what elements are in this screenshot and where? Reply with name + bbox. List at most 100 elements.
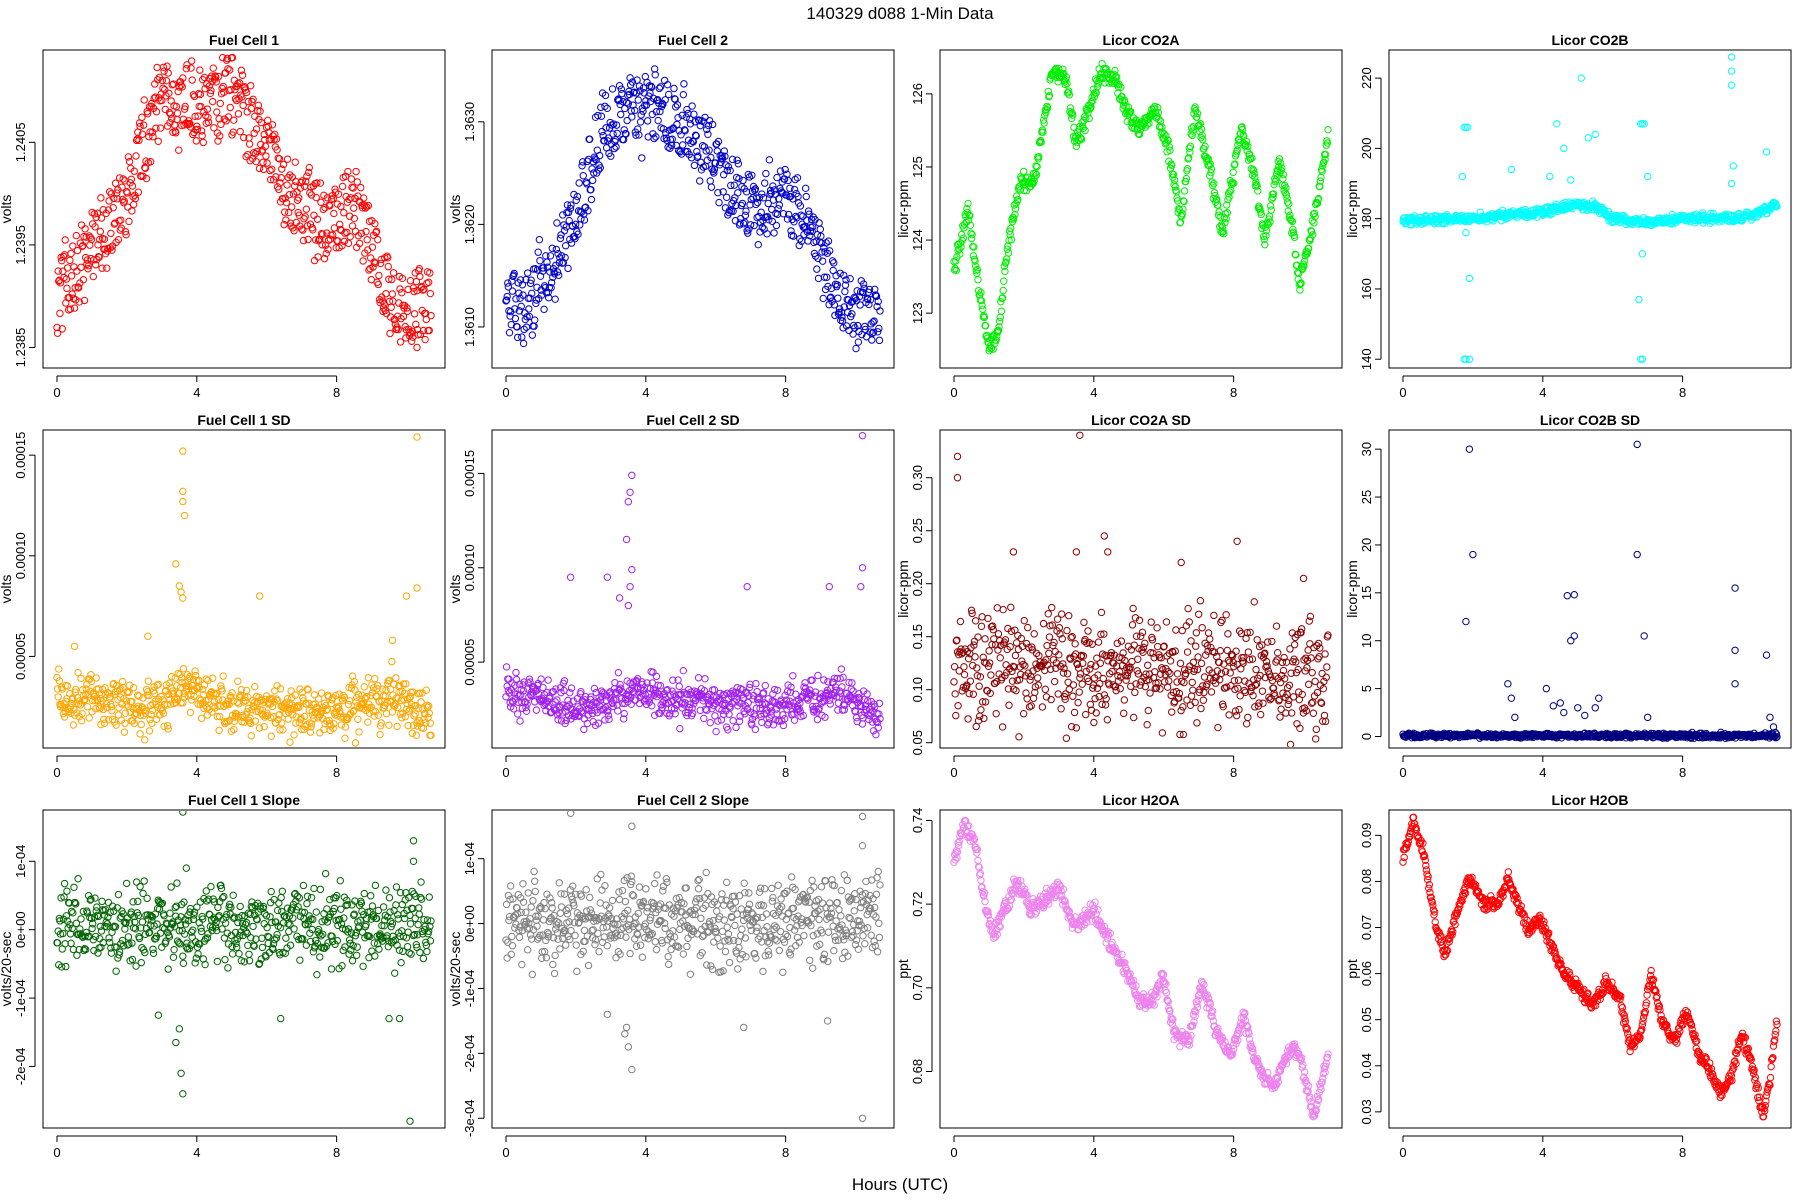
data-point — [799, 711, 808, 720]
data-point — [1021, 662, 1029, 670]
data-point — [969, 661, 977, 670]
data-point — [551, 295, 559, 303]
data-point — [635, 131, 643, 139]
data-point — [69, 721, 78, 729]
data-point — [952, 266, 961, 275]
data-point — [581, 696, 589, 704]
data-point — [92, 674, 100, 682]
y-tick-label: 123 — [910, 302, 925, 324]
data-point — [1306, 234, 1315, 243]
data-point — [726, 166, 734, 175]
data-point — [792, 690, 800, 698]
data-point — [1031, 688, 1039, 697]
data-point — [624, 601, 633, 610]
y-tick-label: 0.15 — [910, 624, 925, 649]
data-point — [830, 301, 839, 309]
data-point — [1076, 431, 1084, 439]
data-point — [376, 730, 384, 739]
data-point — [59, 252, 68, 261]
data-point — [840, 303, 848, 311]
data-point — [189, 675, 198, 684]
data-point — [238, 71, 247, 79]
y-tick-label: 25 — [1359, 490, 1374, 504]
data-point — [1168, 708, 1176, 716]
data-point — [1185, 144, 1193, 152]
data-point — [636, 118, 645, 126]
data-point — [128, 697, 136, 706]
data-point — [1096, 659, 1105, 667]
data-point — [956, 250, 964, 258]
data-point — [208, 97, 217, 106]
data-point — [863, 690, 871, 698]
data-point — [866, 295, 875, 304]
data-point — [179, 594, 187, 602]
data-point — [204, 113, 212, 122]
y-tick-label: 125 — [910, 156, 925, 178]
plot-frame — [42, 429, 446, 749]
data-point — [284, 715, 292, 723]
data-point — [769, 690, 777, 698]
data-point — [1084, 677, 1093, 686]
data-point — [266, 166, 274, 175]
data-point — [828, 257, 837, 265]
data-point — [1241, 688, 1250, 696]
data-point — [381, 306, 390, 315]
data-point — [1024, 623, 1032, 632]
data-point — [1269, 193, 1277, 202]
data-point — [1215, 658, 1223, 667]
data-point — [820, 273, 829, 281]
data-point — [151, 689, 159, 698]
data-point — [650, 134, 658, 143]
data-point — [609, 696, 618, 704]
data-point — [818, 248, 826, 256]
data-point — [971, 617, 980, 625]
data-point — [999, 605, 1007, 614]
data-point — [653, 692, 661, 701]
data-point — [283, 181, 291, 189]
data-point — [1729, 162, 1738, 170]
data-point — [1165, 677, 1173, 685]
data-point — [62, 275, 71, 283]
y-tick-label: 5 — [1359, 685, 1374, 692]
data-point — [386, 329, 394, 338]
data-point — [135, 692, 143, 700]
data-point — [177, 81, 185, 89]
data-point — [858, 431, 867, 440]
data-point — [615, 82, 624, 90]
data-point — [252, 125, 261, 133]
data-point — [1261, 241, 1269, 249]
data-point — [611, 678, 619, 687]
data-point — [1056, 630, 1064, 638]
data-point — [504, 283, 513, 291]
data-point — [978, 698, 987, 706]
data-point — [595, 151, 604, 160]
data-point — [73, 246, 82, 255]
data-point — [1176, 219, 1184, 227]
data-point — [675, 127, 683, 135]
data-point — [180, 693, 189, 701]
data-point — [1210, 180, 1218, 188]
data-point — [165, 89, 173, 98]
data-point — [1166, 657, 1175, 665]
x-tick-label: 4 — [1539, 765, 1546, 780]
x-tick-label: 4 — [1539, 385, 1546, 400]
data-point — [1108, 667, 1116, 676]
data-point — [970, 641, 978, 649]
data-point — [1014, 195, 1022, 204]
data-point — [102, 699, 110, 708]
data-point — [164, 69, 172, 77]
data-point — [735, 717, 744, 725]
data-point — [561, 253, 569, 262]
data-point — [219, 82, 227, 91]
data-point — [326, 202, 334, 210]
data-point — [1229, 168, 1237, 176]
y-axis-label: licor-ppm — [895, 180, 911, 238]
y-axis-label: volts — [0, 195, 14, 224]
data-point — [1250, 169, 1258, 178]
data-point — [288, 203, 296, 211]
data-point — [1318, 669, 1326, 678]
data-point — [772, 221, 781, 230]
data-point — [410, 287, 418, 296]
